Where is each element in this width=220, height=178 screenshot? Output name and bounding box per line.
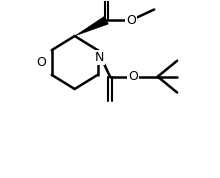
- Text: O: O: [128, 70, 138, 83]
- Text: N: N: [95, 51, 104, 64]
- Text: O: O: [36, 56, 46, 69]
- Text: O: O: [126, 14, 136, 27]
- Polygon shape: [75, 16, 108, 36]
